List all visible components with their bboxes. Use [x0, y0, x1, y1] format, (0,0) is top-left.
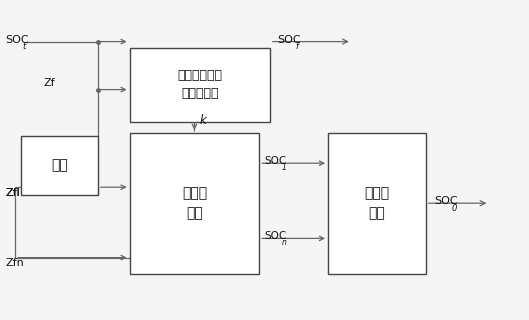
Text: Zfn: Zfn [5, 258, 24, 268]
FancyBboxPatch shape [328, 133, 426, 274]
Text: SOC: SOC [264, 231, 287, 242]
Text: n: n [281, 238, 286, 247]
FancyBboxPatch shape [130, 48, 270, 122]
Text: SOC: SOC [434, 196, 458, 206]
Text: SOC: SOC [278, 35, 302, 45]
Text: f: f [295, 42, 298, 51]
Text: SOC: SOC [264, 156, 287, 166]
Text: 1: 1 [281, 163, 286, 172]
Text: t: t [23, 42, 26, 51]
Text: 求和: 求和 [51, 159, 68, 172]
Text: Zfl: Zfl [5, 188, 20, 198]
Text: 老化及温度误
差补偿环节: 老化及温度误 差补偿环节 [177, 69, 222, 100]
Text: SOC: SOC [5, 35, 29, 45]
FancyBboxPatch shape [21, 136, 98, 195]
Text: Zf: Zf [43, 78, 55, 88]
Text: 电量均
衡器: 电量均 衡器 [364, 187, 389, 220]
Text: k: k [200, 114, 206, 127]
Text: Zfl: Zfl [5, 188, 20, 198]
Text: 0: 0 [451, 204, 457, 213]
Text: 内阻法
计算: 内阻法 计算 [182, 187, 207, 220]
FancyBboxPatch shape [130, 133, 259, 274]
